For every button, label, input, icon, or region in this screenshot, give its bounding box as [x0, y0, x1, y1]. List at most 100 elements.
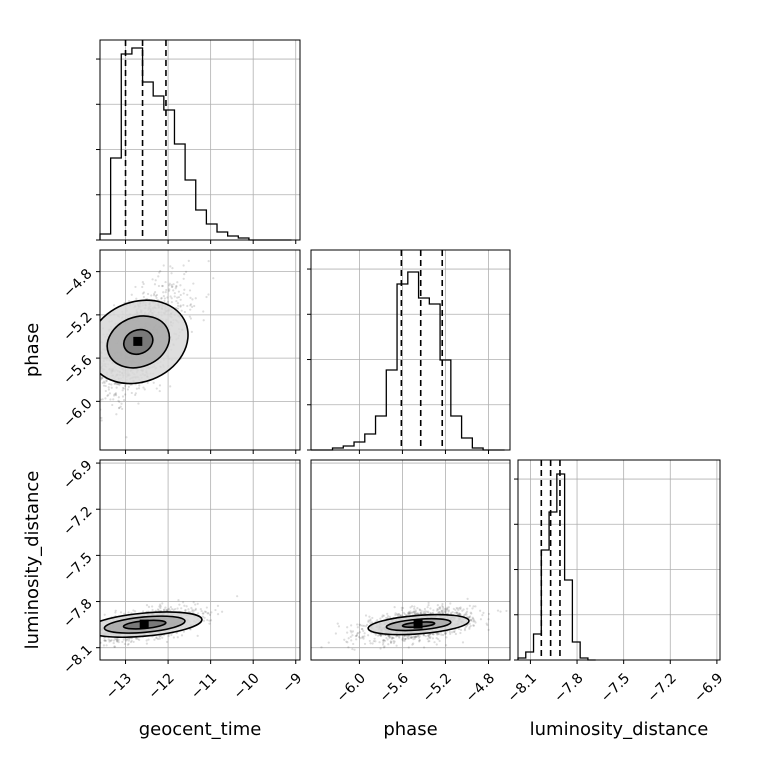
scatter-point [441, 604, 444, 608]
scatter-point [204, 610, 208, 614]
scatter-point [468, 616, 471, 619]
scatter-point [356, 631, 360, 635]
scatter-point [363, 632, 366, 635]
scatter-point [361, 635, 364, 638]
scatter-point [142, 386, 145, 389]
scatter-point [107, 638, 110, 641]
histogram-step [517, 473, 596, 661]
scatter-point [130, 391, 133, 395]
scatter-point [371, 642, 374, 645]
scatter-point [162, 295, 165, 298]
scatter-point [390, 641, 393, 644]
scatter-point [419, 612, 422, 615]
x-tick-label: −7.2 [645, 670, 680, 705]
scatter-point [437, 632, 440, 635]
scatter-point [440, 633, 443, 636]
scatter-point [116, 640, 119, 643]
scatter-point [455, 611, 458, 614]
scatter-point [96, 369, 98, 371]
scatter-point [202, 310, 205, 313]
scatter-point [486, 623, 489, 627]
scatter-point [368, 639, 371, 643]
scatter-point [367, 634, 370, 637]
scatter-point [424, 612, 427, 615]
scatter-point [172, 283, 175, 286]
scatter-point [108, 392, 111, 395]
scatter-point [352, 642, 355, 646]
x-axis-label: phase [383, 719, 437, 740]
scatter-point [163, 608, 166, 611]
scatter-point [202, 612, 205, 615]
scatter-point [177, 304, 180, 307]
scatter-point [347, 637, 350, 640]
scatter-point [169, 609, 172, 612]
histogram-step [311, 271, 505, 451]
scatter-point [411, 643, 414, 646]
scatter-point [153, 292, 156, 295]
scatter-point [145, 639, 148, 642]
scatter-point [179, 284, 182, 287]
scatter-point [471, 617, 474, 620]
scatter-point [79, 636, 81, 638]
scatter-point [82, 632, 84, 634]
scatter-point [127, 385, 130, 388]
scatter-point [103, 639, 106, 642]
scatter-point [175, 284, 178, 288]
scatter-point [76, 390, 78, 392]
scatter-point [191, 298, 194, 301]
scatter-point [444, 632, 448, 635]
scatter-point [379, 647, 382, 650]
scatter-point [192, 609, 195, 612]
scatter-point [453, 611, 457, 614]
scatter-point [419, 611, 422, 614]
scatter-point [112, 304, 116, 307]
scatter-point [349, 635, 352, 638]
x-tick-label: −7.8 [551, 670, 586, 705]
scatter-point [427, 611, 430, 614]
x-tick-label: −12 [145, 670, 177, 702]
scatter-point [435, 609, 439, 612]
scatter-point [117, 638, 120, 642]
scatter-point [88, 632, 90, 634]
scatter-point [410, 636, 413, 639]
scatter-point [433, 641, 436, 644]
scatter-point [439, 607, 442, 610]
scatter-point [115, 413, 118, 416]
scatter-point [417, 634, 420, 637]
scatter-point [116, 383, 119, 386]
scatter-point [452, 607, 455, 610]
x-tick-label: −5.2 [420, 670, 455, 705]
scatter-point [468, 604, 471, 607]
scatter-point [170, 283, 173, 287]
scatter-point [175, 299, 178, 303]
scatter-point [364, 614, 368, 617]
scatter-point [382, 639, 385, 642]
scatter-point [90, 429, 92, 431]
scatter-point [113, 382, 116, 385]
scatter-point [88, 419, 90, 421]
scatter-point [184, 608, 187, 612]
scatter-point [383, 639, 386, 642]
scatter-point [176, 307, 180, 310]
scatter-point [169, 295, 172, 298]
scatter-point [428, 637, 432, 640]
scatter-point [395, 635, 398, 638]
scatter-point [400, 608, 404, 612]
scatter-point [376, 634, 380, 637]
scatter-point [210, 611, 213, 614]
scatter-point [208, 619, 211, 622]
scatter-point [479, 618, 483, 621]
scatter-point [465, 613, 468, 616]
scatter-point [96, 638, 98, 640]
scatter-point [440, 611, 443, 614]
scatter-point [95, 638, 97, 640]
scatter-point [345, 640, 348, 643]
scatter-point [94, 627, 96, 629]
scatter-point [409, 610, 412, 613]
scatter-point [97, 376, 99, 378]
scatter-point [146, 381, 149, 385]
y-axis-label: luminosity_distance [22, 471, 43, 650]
scatter-point [441, 605, 445, 609]
scatter-point [409, 606, 412, 609]
